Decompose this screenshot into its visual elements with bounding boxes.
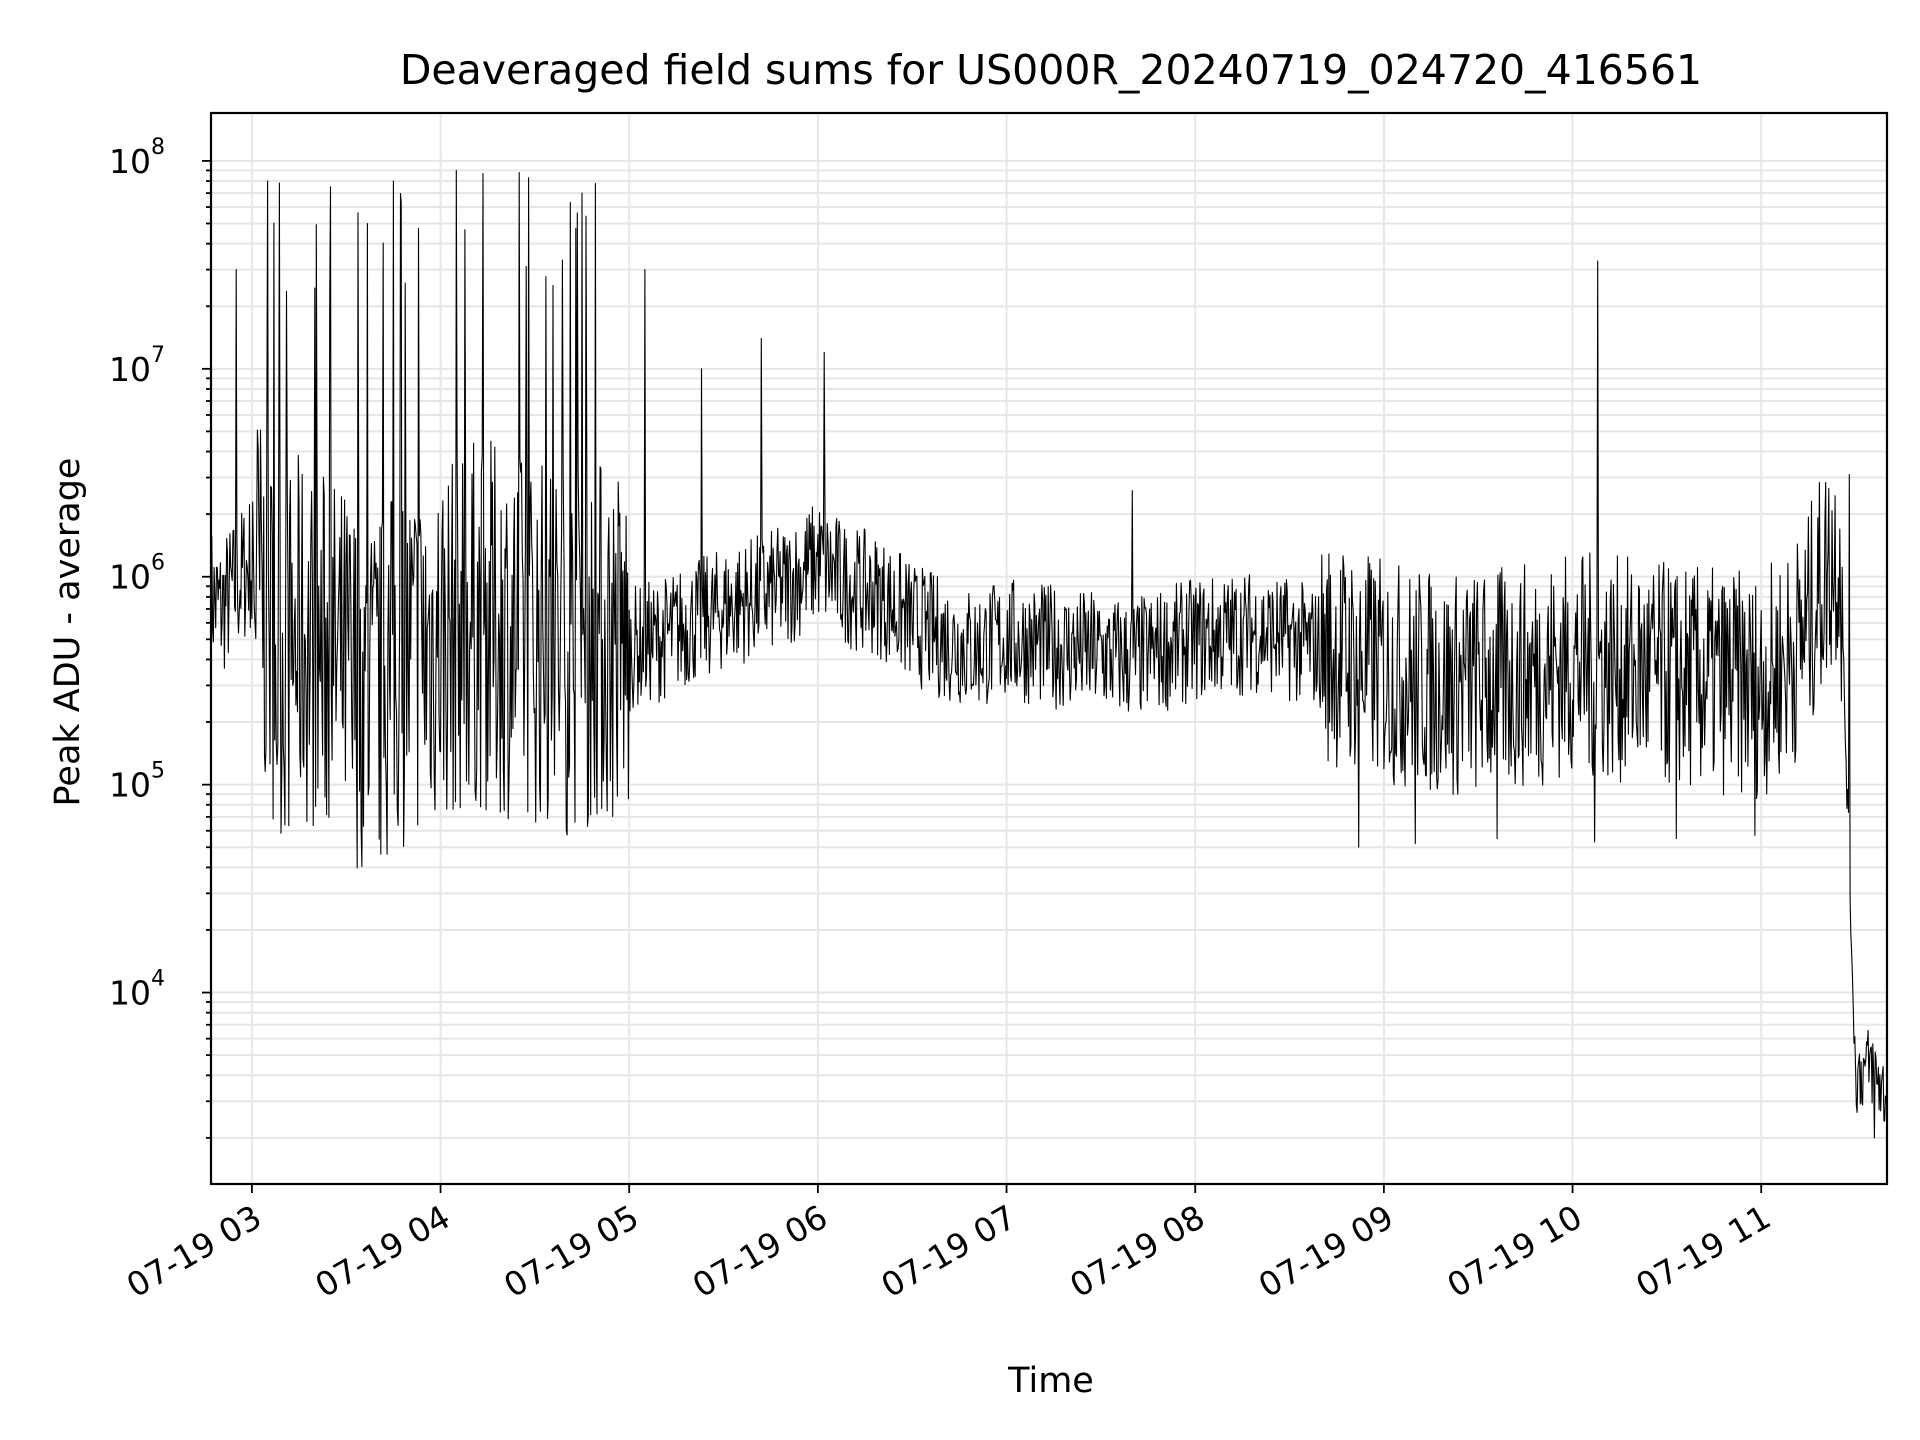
y-axis-label: Peak ADU - average — [48, 458, 88, 807]
y-tick-label: 104 — [109, 967, 165, 1013]
y-tick-exponent: 8 — [151, 135, 165, 160]
x-axis-label: Time — [1007, 1361, 1094, 1401]
series-layer — [210, 169, 1888, 1139]
y-tick-label: 108 — [109, 135, 165, 181]
y-tick-base: 10 — [109, 142, 151, 181]
y-tick-exponent: 4 — [151, 967, 165, 992]
series-line — [210, 169, 1888, 1139]
plot-frame — [209, 111, 1889, 1186]
y-tick-label: 105 — [109, 759, 165, 805]
y-tick-base: 10 — [109, 350, 151, 389]
y-tick-exponent: 6 — [151, 551, 165, 576]
y-tick-base: 10 — [109, 974, 151, 1013]
chart-title: Deaveraged field sums for US000R_2024071… — [400, 46, 1702, 94]
y-tick-base: 10 — [109, 558, 151, 597]
y-tick-base: 10 — [109, 766, 151, 805]
y-tick-exponent: 5 — [151, 759, 165, 784]
y-tick-label: 106 — [109, 551, 165, 597]
y-tick-label: 107 — [109, 343, 165, 389]
y-tick-exponent: 7 — [151, 343, 165, 368]
